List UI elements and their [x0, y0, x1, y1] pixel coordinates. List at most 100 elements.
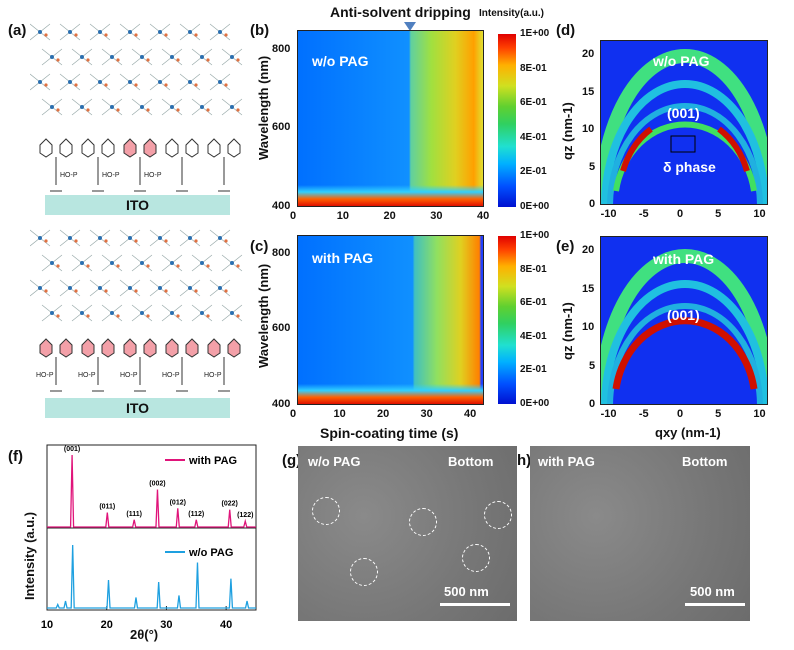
lattice-atom: [188, 236, 192, 240]
x-tick-label: 5: [715, 408, 722, 420]
lattice-atom: [74, 239, 78, 243]
lattice-atom: [86, 314, 90, 318]
colorbar-tick-label: 1E+00: [520, 28, 550, 39]
lattice-atom: [200, 261, 204, 265]
lattice-atom: [44, 289, 48, 293]
condition-label: w/o PAG: [653, 53, 710, 69]
carbazole-ring: [207, 138, 221, 158]
x-tick-label: 30: [160, 619, 172, 631]
lattice-atom: [110, 105, 114, 109]
lattice-atom: [206, 314, 210, 318]
colorbar-b: [498, 34, 516, 207]
carbazole-ring: [81, 338, 95, 358]
carbazole-ring: [39, 338, 53, 358]
panel-label-d: (d): [556, 22, 576, 39]
lattice-atom: [50, 311, 54, 315]
y-tick-label: 0: [589, 198, 596, 210]
lattice-atom: [110, 311, 114, 315]
x-tick-label: 0: [290, 408, 297, 420]
x-tick-label: 30: [420, 408, 433, 420]
panel-label-e: (e): [556, 238, 575, 255]
lattice-atom: [188, 80, 192, 84]
giwaxs-d: w/o PAG (001) δ phase: [600, 40, 768, 205]
lattice-atom: [134, 33, 138, 37]
lattice-atom: [110, 55, 114, 59]
x-tick-label: -10: [600, 408, 617, 420]
lattice-atom: [200, 311, 204, 315]
x-tick-label: -5: [638, 408, 649, 420]
lattice-atom: [188, 30, 192, 34]
lattice-atom: [104, 83, 108, 87]
lattice-atom: [224, 239, 228, 243]
ito-substrate-top: ITO: [45, 195, 230, 215]
lattice-atom: [194, 239, 198, 243]
peak-label: (011): [99, 504, 115, 511]
carbazole-ring: [81, 138, 95, 158]
lattice-atom: [224, 33, 228, 37]
lattice-atom: [104, 239, 108, 243]
lattice-atom: [50, 105, 54, 109]
phosphonic-linker: [176, 357, 188, 392]
y-tick-label: 5: [589, 160, 596, 173]
x-tick-label: -10: [600, 208, 617, 220]
lattice-atom: [80, 311, 84, 315]
carbazole-ring: [123, 338, 137, 358]
lattice-atom: [128, 236, 132, 240]
lattice-atom: [146, 314, 150, 318]
colorbar-tick-label: 8E-01: [520, 263, 547, 275]
lattice-atom: [158, 30, 162, 34]
peak-label: (001): [667, 105, 700, 121]
colorbar-tick-label: 0E+00: [520, 398, 550, 409]
carbazole-ring: [227, 138, 241, 158]
phosphonic-linker: [50, 357, 62, 392]
lattice-atom: [56, 108, 60, 112]
colorbar-title: Intensity(a.u.): [479, 8, 545, 19]
lattice-atom: [128, 80, 132, 84]
x-tick-label: -5: [638, 208, 649, 220]
lattice-atom: [86, 58, 90, 62]
carbazole-ring: [165, 338, 179, 358]
colorbar-tick-label: 8E-01: [520, 62, 547, 74]
condition-label: with PAG: [653, 251, 715, 267]
x-tick-label: 10: [753, 208, 766, 220]
lattice-atom: [164, 33, 168, 37]
lattice-atom: [146, 58, 150, 62]
y-tick-label: 600: [272, 322, 291, 335]
colorbar-tick-label: 0E+00: [520, 201, 550, 212]
lattice-atom: [68, 30, 72, 34]
lattice-atom: [86, 108, 90, 112]
legend-label: w/o PAG: [188, 547, 233, 559]
colorbar-tick-label: 6E-01: [520, 297, 547, 309]
peak-label: (122): [237, 512, 253, 519]
y-tick-label: 20: [582, 244, 595, 257]
lattice-atom: [80, 105, 84, 109]
lattice-atom: [74, 33, 78, 37]
legend-label: with PAG: [188, 455, 237, 467]
lattice-atom: [206, 264, 210, 268]
lattice-atom: [134, 289, 138, 293]
lattice-atom: [170, 261, 174, 265]
lattice-atom: [98, 30, 102, 34]
condition-label: w/o PAG: [308, 454, 361, 469]
lattice-atom: [176, 58, 180, 62]
lattice-atom: [38, 80, 42, 84]
lattice-atom: [230, 311, 234, 315]
phosphonic-label: HO-P: [60, 172, 78, 179]
carbazole-ring: [101, 338, 115, 358]
colorbar-tick-label: 2E-01: [520, 166, 547, 178]
lattice-atom: [170, 55, 174, 59]
lattice-atom: [38, 236, 42, 240]
lattice-atom: [206, 108, 210, 112]
x-tick-label: 10: [41, 619, 53, 631]
scale-bar-label: 500 nm: [690, 584, 735, 599]
phosphonic-label: HO-P: [78, 372, 96, 379]
lattice-atom: [116, 58, 120, 62]
y-tick-label: 15: [582, 282, 595, 295]
x-tick-label: 10: [333, 408, 346, 420]
y-axis-label: qz (nm-1): [560, 302, 575, 360]
x-axis-label: 2θ(°): [130, 627, 159, 642]
x-tick-label: 40: [220, 619, 232, 631]
y-axis-label: Intensity (a.u.): [22, 511, 37, 600]
peak-label: (012): [170, 499, 186, 506]
